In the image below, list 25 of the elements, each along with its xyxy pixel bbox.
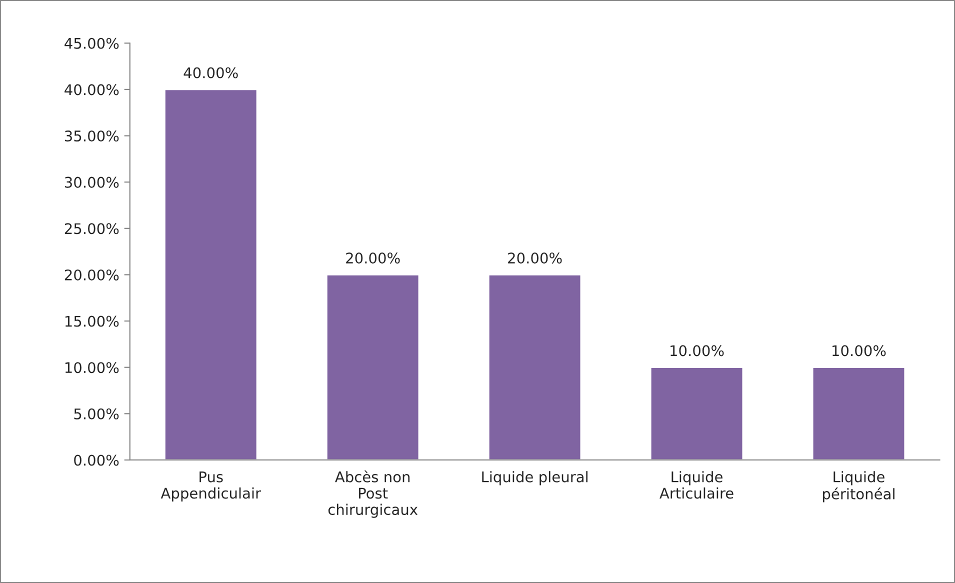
- y-tick-label: 45.00%: [64, 38, 119, 49]
- y-tick-label: 10.00%: [65, 362, 119, 374]
- bar: [650, 366, 744, 460]
- y-tick-label: 20.00%: [64, 269, 119, 280]
- bar: [326, 274, 420, 460]
- y-tick-label: 30.00%: [64, 176, 119, 188]
- bar: [812, 366, 906, 460]
- y-tick-label: 15.00%: [65, 316, 119, 327]
- x-tick-label: Abcès non Post chirurgicaux: [328, 470, 418, 518]
- y-tick-label: 25.00%: [64, 223, 119, 234]
- x-tick-label: Liquide pleural: [482, 471, 588, 486]
- data-label: 10.00%: [832, 345, 886, 356]
- y-tick-label: 40.00%: [64, 84, 119, 96]
- data-label: 40.00%: [184, 67, 238, 78]
- y-tick-label: 0.00%: [74, 454, 119, 466]
- x-tick-label: Liquide péritonéal: [823, 471, 894, 502]
- bar: [164, 88, 258, 460]
- x-tick-label: Pus Appendiculair: [160, 472, 262, 502]
- data-label: 20.00%: [508, 252, 562, 264]
- x-tick-label: Liquide Articulaire: [660, 471, 734, 499]
- bar: [488, 274, 582, 460]
- y-tick-label: 35.00%: [64, 130, 119, 142]
- data-label: 20.00%: [346, 252, 400, 264]
- y-tick-label: 5.00%: [74, 408, 119, 420]
- data-label: 10.00%: [670, 345, 724, 356]
